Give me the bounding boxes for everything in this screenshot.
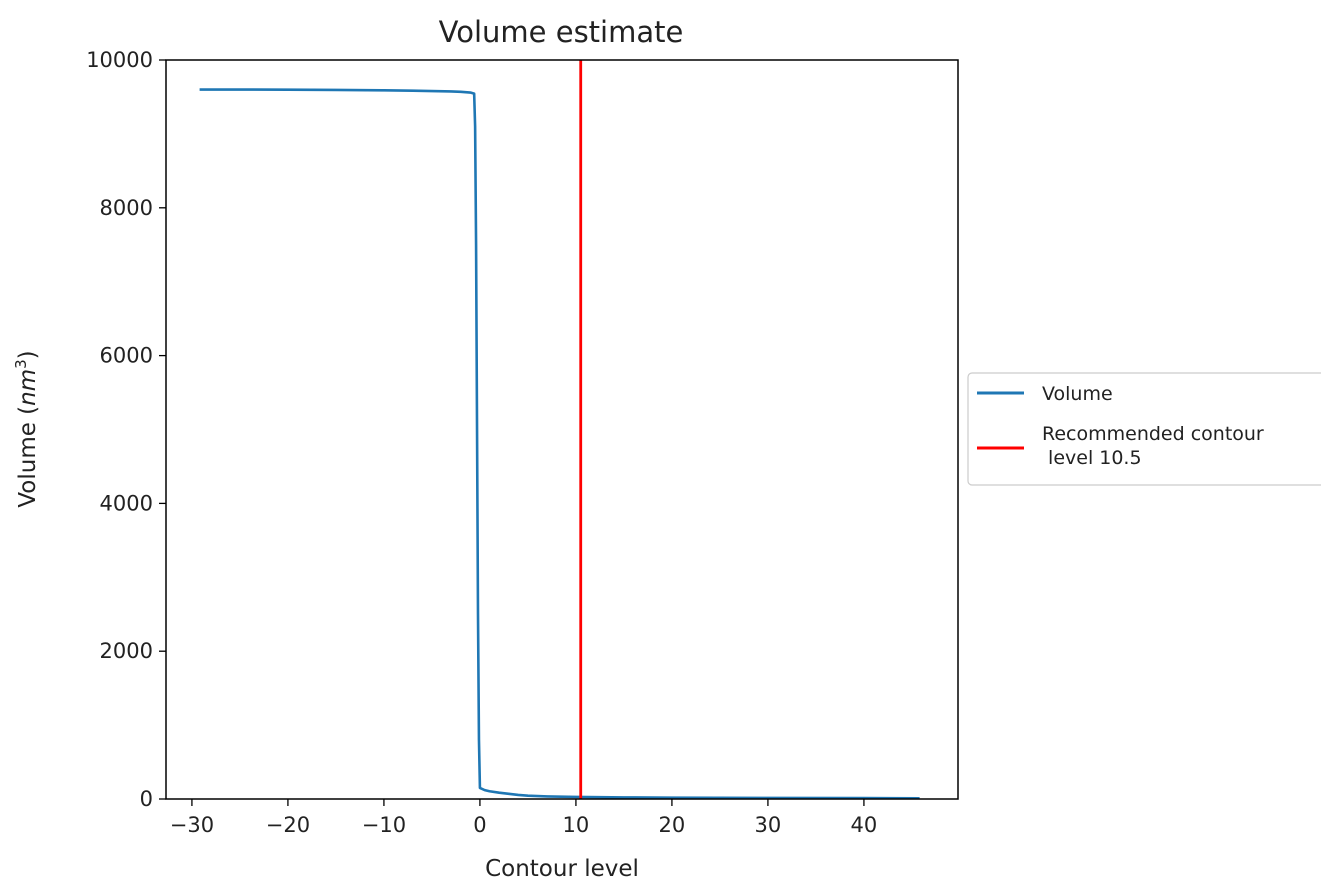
y-tick-label: 10000 bbox=[86, 48, 153, 72]
y-axis-ticks: 0 2000 4000 6000 8000 10000 bbox=[86, 48, 166, 811]
legend-label-line: level 10.5 bbox=[1042, 447, 1142, 469]
x-axis-ticks: −30 −20 −10 0 10 20 30 40 bbox=[170, 799, 878, 837]
x-tick-label: 10 bbox=[563, 813, 590, 837]
x-tick-label: −30 bbox=[170, 813, 214, 837]
y-axis-label-exponent: 3 bbox=[12, 359, 30, 369]
y-tick-label: 6000 bbox=[100, 344, 153, 368]
plot-lines bbox=[199, 60, 920, 800]
legend: Volume Recommended contour level 10.5 bbox=[967, 372, 1321, 486]
x-tick-label: −10 bbox=[362, 813, 406, 837]
legend-box bbox=[967, 372, 1321, 486]
x-tick-label: 40 bbox=[851, 813, 878, 837]
plot-frame bbox=[165, 59, 959, 800]
y-tick-label: 0 bbox=[140, 787, 153, 811]
x-tick-label: −20 bbox=[266, 813, 310, 837]
x-tick-label: 20 bbox=[659, 813, 686, 837]
y-axis-label: Volume (nm3) bbox=[12, 350, 41, 507]
x-axis-label: Contour level bbox=[485, 856, 639, 880]
y-tick-label: 8000 bbox=[100, 196, 153, 220]
y-axis-label-suffix: ) bbox=[15, 350, 41, 359]
legend-label-recommended-contour: Recommended contour level 10.5 bbox=[1042, 423, 1264, 469]
y-tick-label: 4000 bbox=[100, 491, 153, 515]
series-line-volume bbox=[199, 88, 920, 800]
y-axis-label-unit: nm bbox=[15, 369, 41, 406]
legend-label-line: Volume bbox=[1042, 383, 1113, 405]
legend-label-volume: Volume bbox=[1042, 383, 1113, 405]
x-tick-label: 30 bbox=[755, 813, 782, 837]
y-axis-label-prefix: Volume ( bbox=[15, 406, 41, 508]
chart-title: Volume estimate bbox=[439, 15, 684, 49]
y-tick-label: 2000 bbox=[100, 639, 153, 663]
legend-label-line: Recommended contour bbox=[1042, 423, 1264, 445]
x-tick-label: 0 bbox=[473, 813, 486, 837]
